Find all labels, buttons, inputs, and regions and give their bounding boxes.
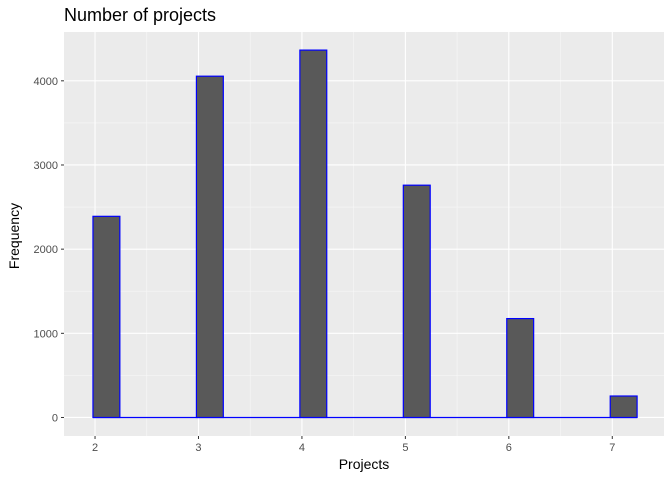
bar-3 (195, 75, 224, 419)
bar-5 (402, 184, 431, 419)
x-tick-label: 3 (195, 442, 201, 454)
x-tick-label: 2 (92, 442, 98, 454)
plot-panel (64, 32, 664, 436)
x-tick-label: 6 (506, 442, 512, 454)
x-tick-label: 5 (402, 442, 408, 454)
y-tick-label: 2000 (34, 244, 58, 256)
x-tick-label: 7 (609, 442, 615, 454)
bar-7 (609, 395, 638, 419)
bar-6 (506, 317, 535, 419)
y-tick-label: 3000 (34, 160, 58, 172)
y-tick-label: 0 (52, 412, 58, 424)
y-tick-label: 4000 (34, 76, 58, 88)
axis-ticks: 0 1000 2000 3000 4000 2 3 4 5 6 7 (34, 76, 616, 454)
bars (92, 49, 638, 419)
minor-gridlines (64, 32, 664, 436)
x-tick-label: 4 (299, 442, 305, 454)
y-tick-label: 1000 (34, 328, 58, 340)
bar-4 (299, 49, 328, 419)
bar-2 (92, 215, 121, 419)
chart-title: Number of projects (64, 5, 217, 25)
x-axis-label: Projects (338, 456, 390, 472)
